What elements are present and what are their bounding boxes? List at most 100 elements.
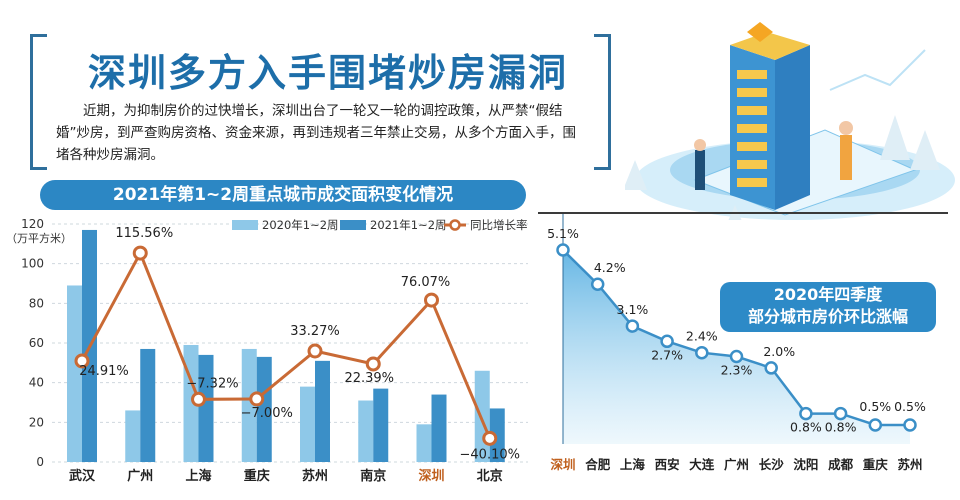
- growth-rate-point-7: [482, 430, 498, 446]
- growth-rate-label-0: 24.91%: [79, 364, 129, 379]
- x-tick-label: 沈阳: [793, 457, 818, 472]
- bracket-left: [30, 34, 47, 170]
- x-tick-label: 大连: [689, 457, 715, 472]
- roof-crystal: [747, 22, 773, 42]
- x-tick-label: 深圳: [418, 468, 444, 484]
- area-fill: [563, 250, 910, 444]
- x-tick-label: 苏州: [302, 468, 328, 484]
- legend-swatch-2020: [232, 220, 258, 230]
- area-point-7: [799, 406, 813, 421]
- chart1-labels: 0 20 40 60 80 100 120（万平方米） 武汉 广州 上海 重庆 苏州 南京 深圳 北京 24.…: [6, 217, 520, 484]
- growth-rate-point-0: [74, 353, 90, 369]
- trend-arrow: [829, 49, 926, 91]
- area-point-9: [868, 418, 883, 432]
- chart2-title-line2: 部分城市房价环比涨幅: [747, 307, 908, 326]
- chart2-area-fill: [562, 214, 910, 444]
- chart2-title: 2020年四季度 部分城市房价环比涨幅: [720, 282, 936, 332]
- bar-2020-0: [67, 285, 82, 462]
- growth-rate-label-4: 33.27%: [290, 324, 340, 339]
- chart2-points: [556, 243, 917, 432]
- bar-2021-7: [489, 408, 505, 462]
- building-roof: [730, 32, 810, 60]
- legend-label-rate: 同比增长率: [470, 218, 528, 232]
- growth-rate-point-4: [307, 343, 323, 359]
- growth-rate-point-5: [365, 356, 381, 372]
- bar-2020-5: [358, 400, 374, 462]
- area-point-6: [764, 361, 778, 375]
- bar-2021-5: [373, 388, 389, 462]
- legend-label-2020: 2020年1~2周: [262, 218, 339, 232]
- x-tick-label: 长沙: [759, 457, 785, 472]
- person-right: [840, 135, 852, 180]
- divider-line: [538, 212, 948, 214]
- growth-rate-label-6: 76.07%: [401, 275, 451, 290]
- headline: 深圳多方入手围堵炒房漏洞: [87, 51, 568, 95]
- chart1-bar-line: 0 20 40 60 80 100 120（万平方米） 武汉 广州 上海 重庆 苏州 南京 深圳 北京 24.…: [6, 217, 528, 484]
- value-label-3: 2.7%: [651, 347, 683, 362]
- growth-rate-point-6: [424, 292, 439, 308]
- growth-rate-label-1: 115.56%: [115, 226, 173, 241]
- area-point-5: [729, 349, 744, 364]
- x-tick-label: 广州: [724, 457, 749, 472]
- y-tick-label: 100: [21, 257, 44, 271]
- area-point-0: [556, 243, 570, 257]
- bar-2020-4: [300, 386, 315, 462]
- x-tick-label: 合肥: [585, 457, 611, 472]
- y-tick-label: 0: [36, 455, 44, 469]
- chart1-title: 2021年第1~2周重点城市成交面积变化情况: [40, 180, 526, 210]
- area-point-3: [660, 334, 674, 349]
- bar-2021-2: [198, 354, 214, 462]
- value-label-6: 2.0%: [763, 344, 795, 359]
- person-left-head: [694, 139, 706, 151]
- y-tick-label: 120: [21, 217, 44, 231]
- area-point-1: [590, 277, 605, 291]
- growth-rate-point-3: [249, 391, 265, 407]
- growth-rate-label-7: −40.10%: [460, 447, 520, 462]
- growth-rate-point-1: [132, 245, 148, 261]
- legend-label-2021: 2021年1~2周: [370, 218, 447, 232]
- area-point-8: [833, 406, 848, 421]
- chart1-grid: [52, 223, 528, 463]
- bracket-right: [594, 34, 611, 170]
- value-label-2: 3.1%: [617, 302, 649, 317]
- person-left: [695, 150, 705, 190]
- area-point-4: [695, 345, 709, 360]
- chart1-legend: 2020年1~2周 2021年1~2周 同比增长率: [232, 218, 528, 232]
- growth-rate-line: [80, 249, 492, 439]
- y-tick-label: 40: [29, 376, 44, 390]
- x-tick-label: 北京: [477, 468, 503, 484]
- chart2-labels: 5.1% 深圳 4.2% 合肥 3.1% 上海 2.7% 西安 2.4% 大连 2.3% 广州 2.0%…: [547, 226, 926, 472]
- chart1-line: [74, 245, 498, 446]
- building-windows: [737, 70, 767, 187]
- growth-rate-point-2: [191, 391, 206, 407]
- value-label-1: 4.2%: [594, 260, 626, 275]
- y-axis-label: （万平方米）: [6, 231, 72, 245]
- area-point-10: [903, 418, 917, 432]
- legend-swatch-2021: [340, 220, 366, 230]
- chart2-area: 5.1% 深圳 4.2% 合肥 3.1% 上海 2.7% 西安 2.4% 大连 2.3% 广州 2.0%…: [547, 214, 926, 472]
- bar-2021-1: [140, 348, 156, 462]
- bar-2020-3: [241, 348, 257, 462]
- x-tick-label: 南京: [360, 468, 386, 484]
- chart2-title-line1: 2020年四季度: [773, 285, 883, 304]
- x-tick-label: 上海: [185, 468, 211, 484]
- growth-rate-label-5: 22.39%: [344, 371, 394, 386]
- bar-2021-6: [431, 394, 447, 462]
- value-label-7: 0.8%: [790, 420, 822, 435]
- bar-2021-4: [315, 360, 330, 462]
- x-tick-label: 上海: [620, 457, 646, 472]
- area-point-2: [625, 319, 640, 333]
- intro-paragraph: 近期，为抑制房价的过快增长，深圳出台了一轮又一轮的调控政策，从严禁“假结婚”炒房…: [56, 103, 576, 163]
- bar-2021-3: [256, 356, 272, 462]
- x-tick-label: 重庆: [244, 468, 270, 484]
- value-label-4: 2.4%: [686, 329, 718, 344]
- growth-rate-label-3: −7.00%: [241, 406, 293, 421]
- value-label-8: 0.8%: [825, 420, 857, 435]
- x-tick-label: 深圳: [550, 457, 575, 472]
- value-label-9: 0.5%: [859, 399, 891, 414]
- y-tick-label: 20: [29, 415, 44, 429]
- value-label-5: 2.3%: [721, 363, 753, 378]
- x-tick-label: 广州: [127, 468, 153, 484]
- person-right-head: [839, 121, 853, 135]
- x-tick-label: 成都: [828, 457, 854, 472]
